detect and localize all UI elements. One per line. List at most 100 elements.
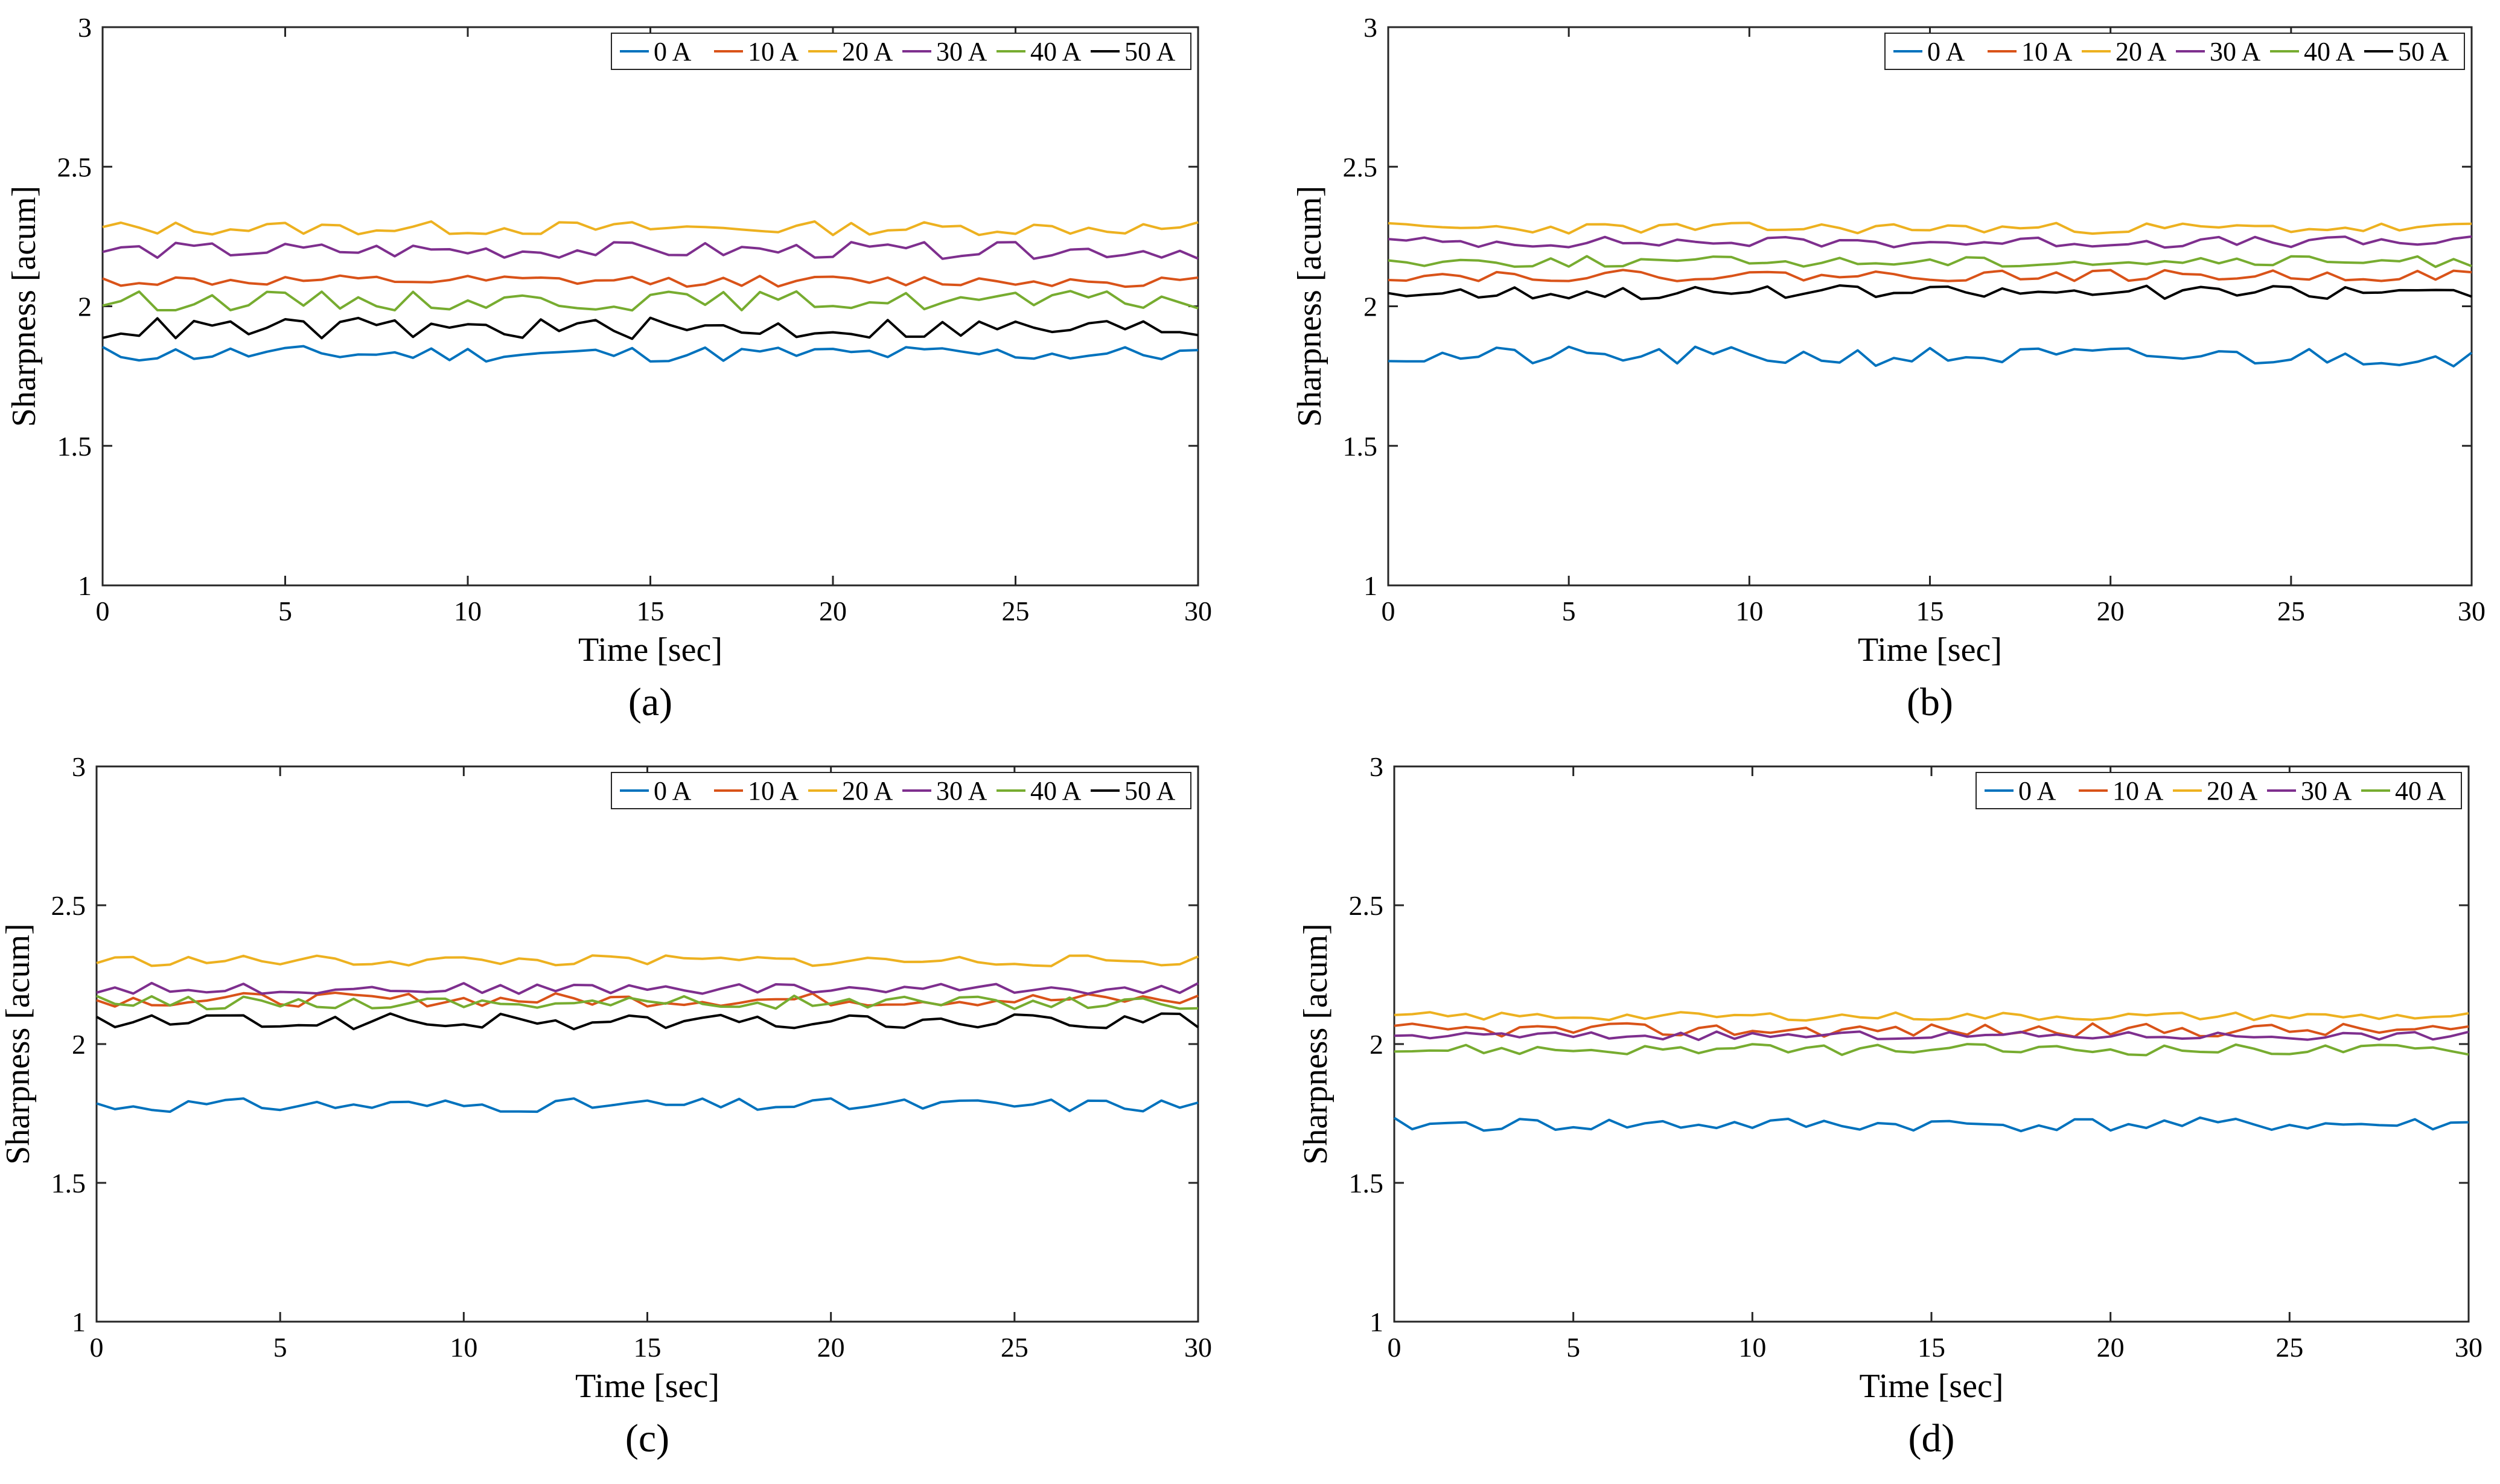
series-line-0a	[1393, 1116, 2469, 1133]
panel-b: 0 5 10 15 20 25 30 1 1.5 2 2.5 3 Time [sec] Sharpness…	[1291, 12, 2486, 724]
y-tick-label: 1	[78, 570, 92, 601]
legend-label: 10 A	[748, 37, 799, 66]
x-tick-label: 0	[96, 596, 110, 626]
panel-d: 0 5 10 15 20 25 30 1 1.5 2 2.5 3 Time [sec] Sharpness…	[1297, 751, 2482, 1460]
plot-area	[95, 765, 1199, 1323]
legend-label: 20 A	[842, 776, 893, 806]
x-tick-label: 15	[634, 1332, 662, 1363]
legend: 0 A 10 A 20 A 30 A 40 A 50 A	[611, 33, 1191, 70]
legend-label: 40 A	[2304, 37, 2355, 66]
x-tick-label: 20	[2097, 1332, 2125, 1363]
x-tick-label: 0	[1382, 596, 1395, 626]
y-tick-label: 2	[78, 291, 92, 322]
legend-label: 10 A	[748, 776, 799, 806]
x-tick-label: 10	[454, 596, 482, 626]
x-axis-title: Time [sec]	[1859, 1368, 2003, 1405]
series-line-30a	[96, 981, 1199, 995]
series-line-10a	[1388, 269, 2472, 282]
legend: 0 A 10 A 20 A 30 A 40 A 50 A	[611, 772, 1191, 809]
series-line-0a	[102, 345, 1199, 363]
series-line-0a	[1388, 345, 2473, 368]
x-tick-label: 15	[637, 596, 665, 626]
x-tick-label: 5	[278, 596, 292, 626]
y-tick-label: 1.5	[51, 1168, 86, 1199]
x-tick-label: 20	[817, 1332, 845, 1363]
plot-area	[1387, 26, 2473, 587]
legend-label: 0 A	[654, 776, 692, 806]
legend: 0 A 10 A 20 A 30 A 40 A	[1975, 772, 2462, 809]
legend-label: 40 A	[2395, 776, 2446, 806]
x-axis-title: Time [sec]	[578, 631, 722, 669]
x-tick-label: 20	[2097, 596, 2125, 626]
legend-label: 40 A	[1030, 776, 1082, 806]
y-tick-label: 1.5	[1349, 1168, 1384, 1199]
legend-label: 0 A	[1927, 37, 1965, 66]
x-tick-label: 20	[819, 596, 847, 626]
panel-label: (a)	[628, 680, 672, 724]
panel-c: 0 5 10 15 20 25 30 1 1.5 2 2.5 3 Time [sec] Sharpness…	[0, 751, 1212, 1460]
panel-label: (b)	[1907, 680, 1953, 724]
legend-label: 30 A	[2301, 776, 2352, 806]
x-tick-label: 15	[1918, 1332, 1945, 1363]
x-tick-label: 30	[1184, 596, 1212, 626]
legend-label: 0 A	[654, 37, 692, 66]
series-line-50a	[96, 1012, 1199, 1031]
legend-label: 40 A	[1030, 37, 1082, 66]
x-axis-title: Time [sec]	[1858, 631, 2002, 669]
x-tick-label: 0	[1388, 1332, 1401, 1363]
panel-a: 0 5 10 15 20 25 30 1 1.5 2 2.5 3 Time [sec] Sharpness…	[5, 12, 1212, 724]
y-axis-title: Sharpness [acum]	[1297, 923, 1335, 1165]
series-line-30a	[1394, 1030, 2469, 1042]
y-tick-label: 2	[1363, 291, 1377, 322]
series-line-20a	[102, 220, 1199, 237]
legend-label: 50 A	[2398, 37, 2449, 66]
y-axis-title: Sharpness [acum]	[5, 186, 43, 427]
y-tick-label: 1	[72, 1307, 86, 1337]
x-axis-title: Time [sec]	[575, 1368, 719, 1405]
series-line-0a	[96, 1097, 1199, 1113]
x-tick-label: 5	[1566, 1332, 1580, 1363]
y-tick-label: 2	[72, 1029, 86, 1060]
y-tick-label: 1	[1363, 570, 1377, 601]
series-line-40a	[1388, 255, 2472, 269]
series-line-30a	[1388, 235, 2472, 249]
y-tick-label: 2.5	[1349, 890, 1384, 921]
y-tick-label: 2.5	[57, 151, 92, 182]
y-tick-label: 3	[72, 751, 86, 782]
y-tick-label: 2.5	[51, 890, 86, 921]
y-tick-label: 3	[1363, 12, 1377, 43]
x-tick-label: 25	[2277, 596, 2305, 626]
legend-label: 50 A	[1124, 776, 1176, 806]
legend-label: 30 A	[936, 37, 987, 66]
x-tick-label: 10	[450, 1332, 477, 1363]
panel-label: (c)	[625, 1416, 669, 1460]
y-tick-label: 2	[1370, 1029, 1383, 1060]
series-line-10a	[1394, 1022, 2469, 1038]
legend-label: 20 A	[2116, 37, 2167, 66]
y-tick-label: 1.5	[57, 431, 92, 462]
plot-area	[101, 26, 1199, 587]
y-tick-label: 3	[1370, 751, 1383, 782]
legend-label: 20 A	[2207, 776, 2258, 806]
plot-area	[1393, 765, 2470, 1323]
x-tick-label: 30	[2458, 596, 2486, 626]
x-tick-label: 25	[1001, 1332, 1028, 1363]
y-tick-label: 1	[1370, 1307, 1383, 1337]
y-tick-label: 2.5	[1343, 151, 1378, 182]
legend-label: 20 A	[842, 37, 893, 66]
y-tick-label: 1.5	[1343, 431, 1378, 462]
x-tick-label: 25	[1002, 596, 1030, 626]
x-tick-label: 5	[273, 1332, 287, 1363]
series-line-10a	[96, 992, 1199, 1008]
series-line-30a	[102, 241, 1199, 260]
x-tick-label: 10	[1738, 1332, 1766, 1363]
x-tick-label: 30	[1184, 1332, 1212, 1363]
x-tick-label: 0	[90, 1332, 104, 1363]
series-line-40a	[1394, 1043, 2469, 1057]
series-line-40a	[102, 290, 1199, 312]
series-line-10a	[102, 274, 1199, 288]
legend-label: 30 A	[2210, 37, 2261, 66]
series-line-50a	[102, 316, 1199, 340]
legend-label: 30 A	[936, 776, 987, 806]
